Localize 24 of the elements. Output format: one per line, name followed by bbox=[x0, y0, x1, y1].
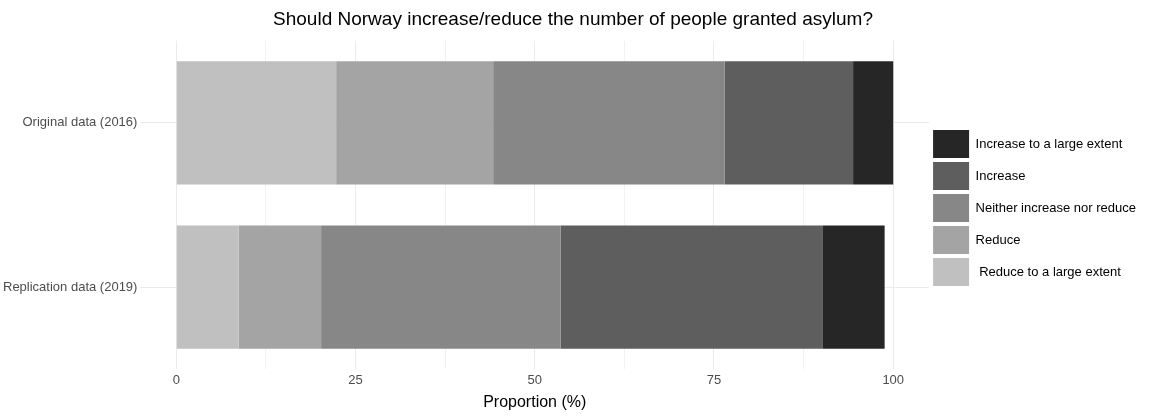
bar bbox=[176, 61, 337, 185]
legend-label: Neither increase nor reduce bbox=[975, 199, 1136, 215]
x-tick-label: 100 bbox=[882, 371, 905, 387]
x-tick-label: 50 bbox=[527, 371, 542, 387]
x-axis-title: Proportion (%) bbox=[483, 392, 587, 410]
bar bbox=[560, 225, 823, 349]
legend-label: Reduce to a large extent bbox=[975, 263, 1122, 279]
legend-label: Reduce bbox=[975, 231, 1021, 247]
bar bbox=[176, 225, 239, 349]
y-tick-label: Original data (2016) bbox=[22, 114, 138, 130]
x-tick-label: 75 bbox=[706, 371, 722, 387]
chart-title: Should Norway increase/reduce the number of people granted asylum? bbox=[273, 7, 873, 29]
x-tick-label: 25 bbox=[348, 371, 363, 387]
legend-label: Increase to a large extent bbox=[975, 135, 1123, 151]
bar bbox=[238, 225, 322, 349]
bar bbox=[853, 61, 894, 185]
y-tick-label: Replication data (2019) bbox=[3, 278, 138, 294]
bar bbox=[724, 61, 854, 185]
bar bbox=[336, 61, 494, 185]
bar bbox=[493, 61, 725, 185]
bar bbox=[321, 225, 561, 349]
x-tick-label: 0 bbox=[172, 371, 180, 387]
legend-label: Increase bbox=[975, 167, 1026, 183]
bar bbox=[822, 225, 885, 349]
